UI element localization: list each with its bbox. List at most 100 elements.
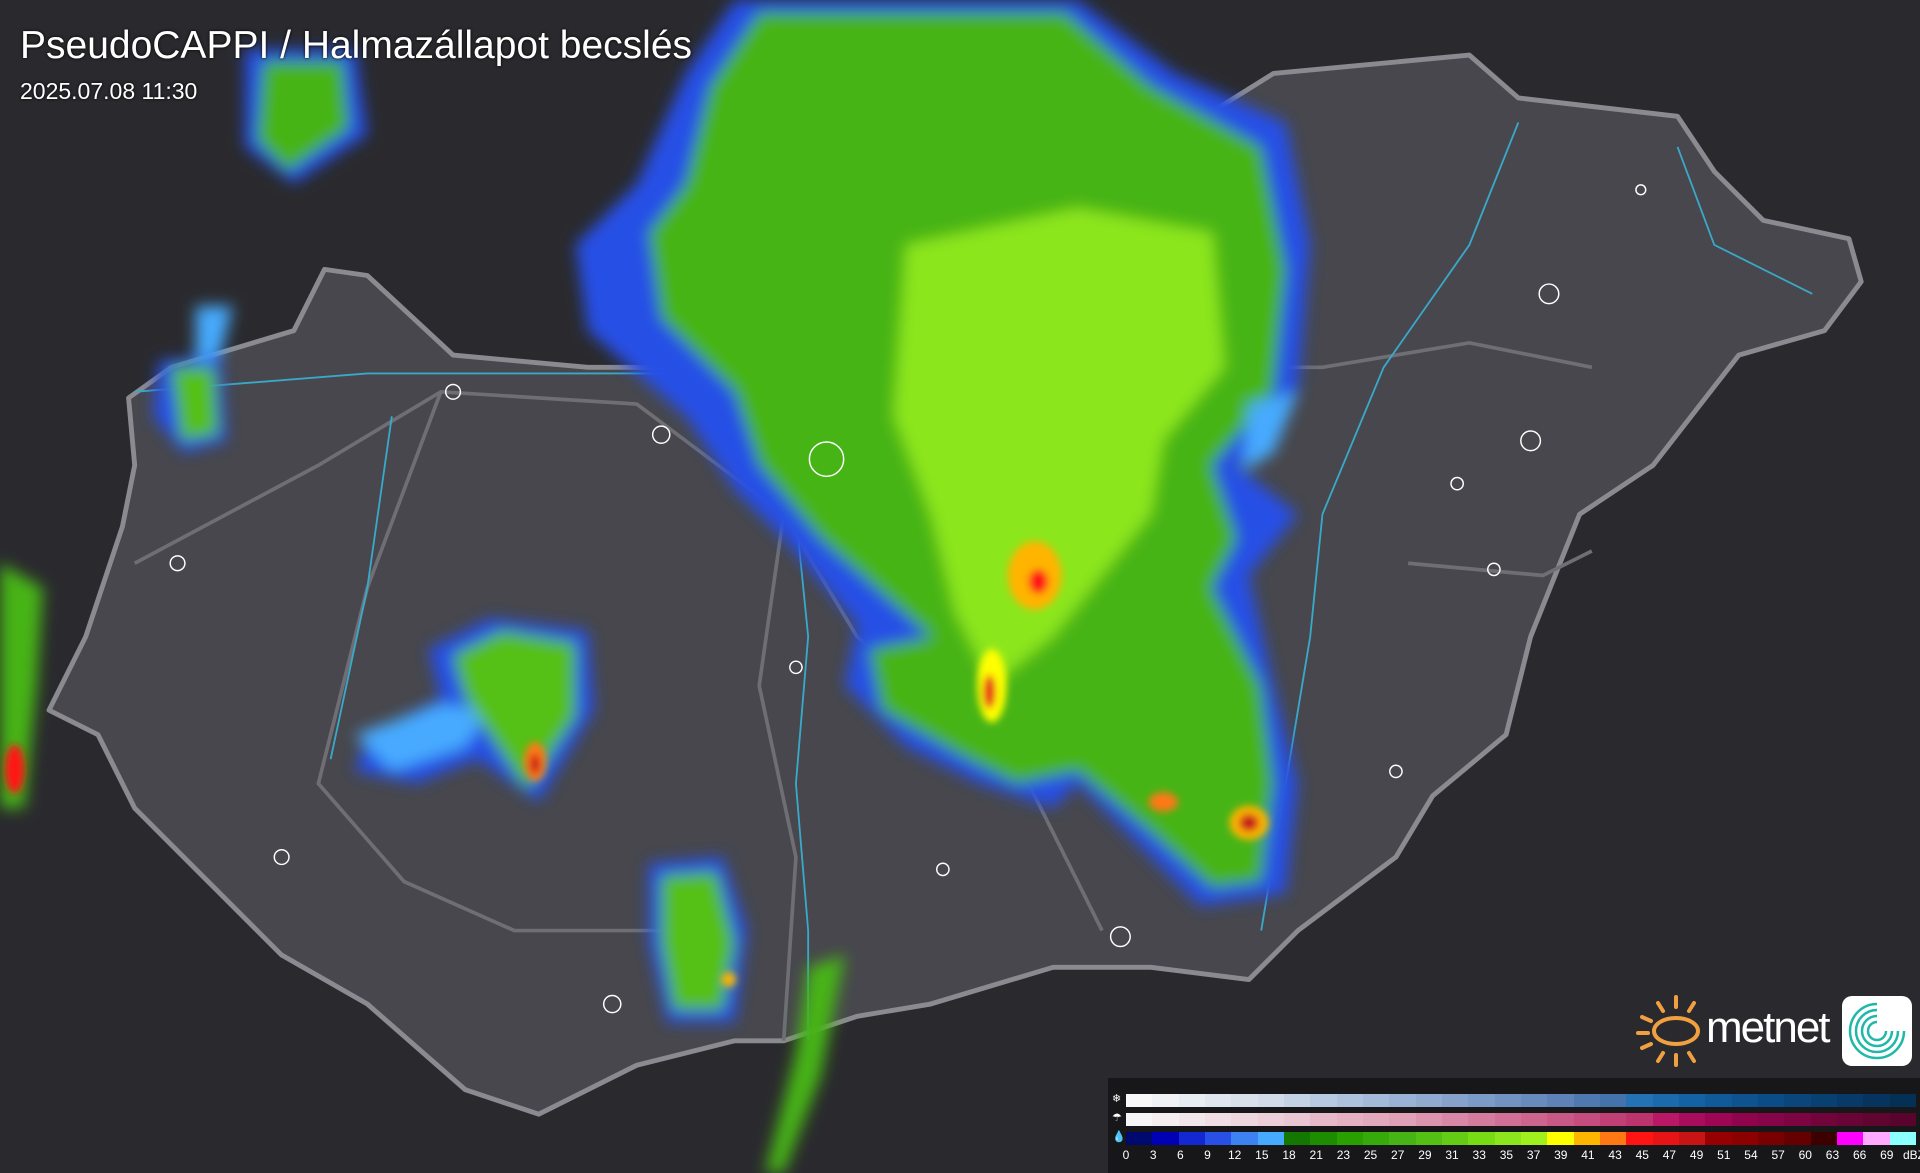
sleet-icon: ☂ — [1112, 1112, 1122, 1124]
legend-label: 21 — [1309, 1148, 1323, 1162]
legend-label: 29 — [1418, 1148, 1432, 1162]
legend-swatch — [1757, 1113, 1785, 1126]
legend-swatch — [1126, 1113, 1153, 1126]
legend-swatch — [1310, 1113, 1337, 1126]
settlement-outlines — [169, 184, 1647, 1014]
legend-swatch — [1468, 1113, 1495, 1126]
legend-swatch — [1441, 1132, 1469, 1145]
legend-swatch — [1678, 1132, 1706, 1145]
legend-swatch — [1126, 1132, 1153, 1145]
legend-swatch — [1336, 1132, 1363, 1145]
legend-swatch — [1599, 1113, 1627, 1126]
legend-swatch — [1705, 1094, 1732, 1107]
legend-swatch — [1626, 1094, 1653, 1107]
legend-swatch — [1599, 1132, 1627, 1145]
legend-swatch — [1757, 1132, 1785, 1145]
legend-labels: 0 3 6 9 12 15 18 21 23 25 27 29 31 33 35 37 39 41 43 45 47 49… — [1120, 1148, 1920, 1164]
legend-label: 37 — [1526, 1148, 1541, 1162]
legend-swatch — [1678, 1113, 1706, 1126]
legend-swatch — [1573, 1132, 1600, 1145]
sun-logo-icon — [1636, 995, 1700, 1067]
legend-swatch — [1494, 1113, 1521, 1126]
metnet-logo: metnet — [1636, 993, 1916, 1068]
legend-swatch — [1283, 1113, 1311, 1126]
legend-swatch — [1415, 1094, 1442, 1107]
map-timestamp: 2025.07.08 11:30 — [20, 78, 198, 104]
legend-swatch — [1836, 1113, 1864, 1126]
legend-swatch — [1863, 1094, 1890, 1107]
legend-label: 25 — [1363, 1148, 1378, 1162]
legend-swatch — [1520, 1094, 1548, 1107]
legend-swatch — [1362, 1094, 1390, 1107]
legend-swatch — [1178, 1132, 1205, 1145]
legend-swatch — [1204, 1094, 1232, 1107]
legend-swatch — [1889, 1132, 1916, 1145]
legend-swatch — [1494, 1094, 1521, 1107]
legend-swatch — [1626, 1113, 1653, 1126]
legend-swatch — [1784, 1132, 1811, 1145]
legend-swatch — [1810, 1094, 1837, 1107]
legend-swatch — [1310, 1094, 1337, 1107]
legend-swatch — [1889, 1113, 1916, 1126]
legend-label: dBZ — [1902, 1148, 1920, 1162]
intense-cells — [4, 541, 1269, 987]
legend-swatch — [1520, 1113, 1548, 1126]
legend-label: 66 — [1852, 1148, 1867, 1162]
legend-label: 63 — [1825, 1148, 1840, 1162]
legend-swatch — [1547, 1094, 1574, 1107]
legend-label: 47 — [1662, 1148, 1677, 1162]
legend-label: 45 — [1635, 1148, 1649, 1162]
legend-swatch — [1283, 1132, 1311, 1145]
legend-swatch — [1731, 1132, 1758, 1145]
legend-swatch — [1415, 1113, 1442, 1126]
legend-swatch — [1389, 1132, 1416, 1145]
brand-name: metnet — [1706, 1003, 1831, 1052]
legend-swatch — [1836, 1094, 1864, 1107]
legend-swatch — [1204, 1113, 1232, 1126]
legend-swatch — [1468, 1094, 1495, 1107]
legend-swatch — [1547, 1113, 1574, 1126]
legend-swatch — [1257, 1094, 1284, 1107]
legend-swatch — [1626, 1132, 1653, 1145]
legend-label: 41 — [1581, 1148, 1595, 1162]
legend-swatch — [1310, 1132, 1337, 1145]
legend-row-mixed — [1126, 1113, 1916, 1126]
legend-label: 9 — [1204, 1148, 1211, 1162]
legend-swatch — [1705, 1132, 1732, 1145]
raindrop-icon: 💧 — [1112, 1131, 1126, 1143]
legend-swatch — [1336, 1094, 1363, 1107]
legend-swatch — [1678, 1094, 1706, 1107]
legend-swatch — [1468, 1132, 1495, 1145]
radar-echoes — [0, 0, 1311, 1173]
precipitation-type-legend: ❄ ☂ 💧 0 3 6 9 12 15 18 21 23 25 27 29 31 33 35 37 39 41 43… — [1108, 1078, 1920, 1173]
legend-row-snow — [1126, 1094, 1916, 1107]
legend-swatch — [1863, 1132, 1890, 1145]
legend-swatch — [1836, 1132, 1864, 1145]
legend-swatch — [1494, 1132, 1521, 1145]
legend-row-rain — [1126, 1132, 1916, 1145]
legend-swatch — [1152, 1094, 1179, 1107]
legend-swatch — [1362, 1132, 1390, 1145]
legend-swatch — [1889, 1094, 1916, 1107]
legend-swatch — [1257, 1132, 1284, 1145]
legend-label: 60 — [1798, 1148, 1812, 1162]
legend-swatch — [1810, 1113, 1837, 1126]
legend-label: 51 — [1717, 1148, 1731, 1162]
legend-swatch — [1204, 1132, 1232, 1145]
legend-label: 15 — [1255, 1148, 1269, 1162]
legend-label: 12 — [1228, 1148, 1242, 1162]
legend-label: 69 — [1880, 1148, 1894, 1162]
legend-label: 49 — [1689, 1148, 1704, 1162]
legend-label: 35 — [1499, 1148, 1514, 1162]
legend-label: 23 — [1336, 1148, 1351, 1162]
app-logo-icon — [1842, 996, 1912, 1066]
legend-swatch — [1599, 1094, 1627, 1107]
legend-swatch — [1126, 1094, 1153, 1107]
legend-swatch — [1441, 1113, 1469, 1126]
legend-label: 27 — [1391, 1148, 1405, 1162]
legend-swatch — [1178, 1094, 1205, 1107]
legend-label: 39 — [1554, 1148, 1568, 1162]
legend-label: 18 — [1282, 1148, 1296, 1162]
